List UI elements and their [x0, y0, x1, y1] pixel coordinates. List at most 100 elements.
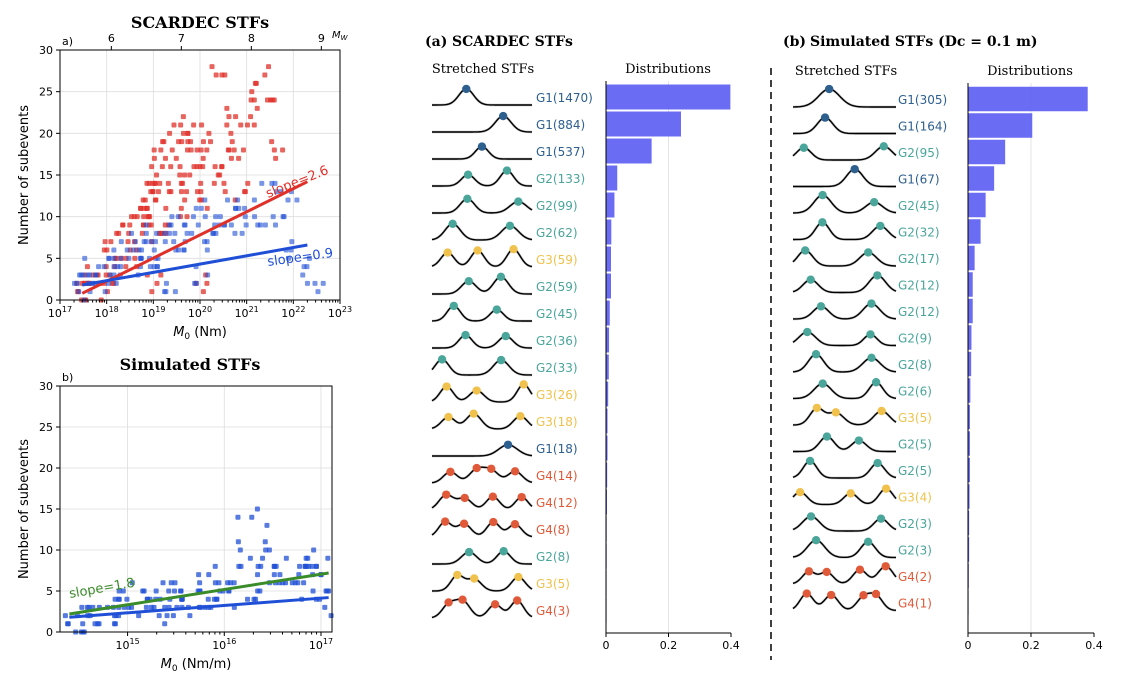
scatter-point	[101, 264, 107, 270]
scatter-point	[136, 613, 142, 619]
scatter-point	[206, 572, 212, 578]
scatter-point	[182, 172, 188, 178]
scatter-point	[294, 197, 300, 203]
subevent-marker	[881, 484, 891, 493]
scatter-point	[259, 180, 265, 186]
scatter-point	[134, 214, 140, 220]
stf-waveform	[431, 334, 533, 349]
scatter-point	[251, 197, 257, 203]
stf-label: G2(32)	[898, 226, 940, 240]
scatter-point	[116, 588, 122, 594]
scatter-point	[155, 189, 161, 195]
subevent-marker	[514, 197, 523, 206]
stf-waveform	[431, 358, 533, 376]
subevent-marker	[461, 330, 470, 340]
y-tick-label: 5	[46, 585, 53, 598]
y-tick-label: 5	[46, 252, 53, 265]
scatter-point	[184, 230, 190, 236]
scatter-point	[113, 280, 119, 286]
scatter-point	[154, 264, 160, 270]
scatter-point	[242, 205, 248, 211]
scatter-point	[262, 72, 268, 78]
subevent-marker	[805, 456, 815, 466]
scatter-point	[151, 155, 157, 161]
top-tick-label: 8	[248, 32, 255, 45]
scatter-point	[143, 604, 149, 610]
scatter-point	[229, 139, 235, 145]
stf-band	[431, 169, 533, 188]
scatter-point	[190, 214, 196, 220]
subevent-marker	[514, 572, 523, 582]
scatter-point	[129, 230, 135, 236]
scatter-point	[157, 180, 163, 186]
scatter-point	[225, 147, 231, 153]
subevent-marker	[499, 547, 508, 556]
subevent-marker	[818, 379, 827, 388]
subevent-marker	[469, 409, 478, 418]
subevent-marker	[442, 490, 451, 499]
scatter-point	[172, 588, 178, 594]
stf-label: G3(5)	[536, 577, 570, 591]
subevent-marker	[863, 537, 873, 547]
scatter-point	[249, 89, 255, 95]
scatter-point	[202, 197, 208, 203]
scatter-point	[141, 205, 147, 211]
scatter-point	[235, 514, 241, 520]
scatter-point	[253, 596, 259, 602]
scatter-point	[171, 122, 177, 128]
scatter-point	[280, 147, 286, 153]
scatter-point	[179, 139, 185, 145]
scatter-point	[193, 280, 199, 286]
stf-label: G2(8)	[536, 550, 570, 564]
y-tick-label: 30	[39, 44, 53, 57]
x-tick-label: 1015	[115, 637, 139, 652]
stf-panel-scardec: (a) SCARDEC STFs Stretched STFs Distribu…	[425, 34, 740, 652]
subevent-marker	[855, 565, 865, 574]
y-axis-label: Number of subevents	[17, 105, 32, 245]
scatter-point	[199, 122, 205, 128]
subevent-marker	[505, 221, 515, 230]
scatter-point	[79, 604, 85, 610]
scatter-point	[172, 230, 178, 236]
subevent-marker	[462, 84, 471, 94]
scatter-point	[184, 189, 190, 195]
subevent-marker	[831, 408, 841, 417]
scatter-point	[118, 255, 124, 261]
subevent-marker	[818, 218, 827, 227]
panel-label: (b)	[783, 34, 806, 50]
scatter-point	[198, 189, 204, 195]
scatter-point	[152, 180, 158, 186]
subevent-marker	[444, 598, 453, 607]
scatter-point	[111, 247, 117, 253]
scatter-point	[198, 205, 204, 211]
scatter-point	[283, 555, 289, 561]
scatter-point	[168, 580, 174, 586]
chart-title: SCARDEC STFs	[131, 13, 269, 32]
scatter-point	[154, 230, 160, 236]
scatter-point	[153, 588, 159, 594]
distribution-bar	[968, 325, 972, 350]
distribution-bar	[968, 219, 981, 244]
scatter-point	[216, 580, 222, 586]
subevent-marker	[801, 246, 810, 255]
scatter-point	[236, 205, 242, 211]
scatter-point	[232, 230, 238, 236]
scatter-point	[166, 189, 172, 195]
subevent-marker	[488, 492, 498, 501]
distribution-bar	[606, 327, 610, 353]
scatter-point	[169, 147, 175, 153]
scatter-point	[242, 189, 248, 195]
scatter-point	[300, 272, 306, 278]
subevent-marker	[869, 197, 879, 207]
stf-label: G2(9)	[898, 332, 932, 346]
scatter-point	[80, 621, 86, 627]
scatter-point	[124, 247, 130, 253]
stf-label: G4(2)	[898, 570, 932, 584]
scatter-point	[146, 214, 152, 220]
scatter-point	[245, 180, 251, 186]
distribution-bar	[606, 246, 611, 272]
scatter-point	[322, 604, 328, 610]
subevent-marker	[443, 248, 452, 257]
scatter-point	[252, 80, 258, 86]
scatter-point	[305, 555, 311, 561]
